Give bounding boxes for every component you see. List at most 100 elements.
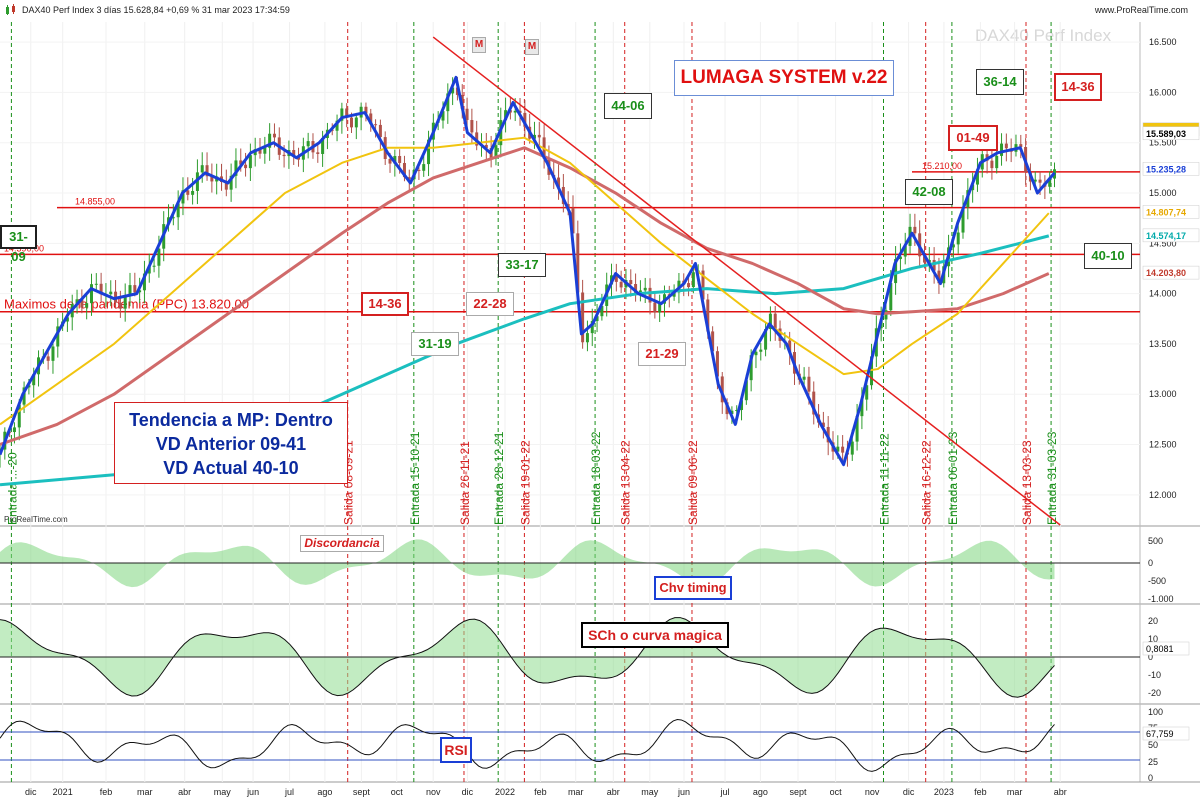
count-label: 44-06 [604, 93, 652, 119]
signal-label: Salida 13-04-22 [619, 440, 633, 525]
osc-tick-label: -10 [1148, 670, 1161, 680]
price-tag-label: 14.203,80 [1146, 268, 1186, 278]
site-url[interactable]: www.ProRealTime.com [1094, 5, 1188, 15]
candle-body [46, 356, 50, 361]
x-tick-label: dic [903, 787, 915, 797]
rsi-line [0, 719, 1055, 772]
m-marker[interactable]: M [525, 39, 539, 55]
candle-body [557, 177, 561, 187]
rsi-label: RSI [440, 737, 472, 763]
candle-body [956, 232, 960, 245]
candle-body [22, 387, 26, 405]
candle-body [513, 110, 517, 113]
signal-label: Entrada 11-11-22 [878, 433, 892, 525]
count-label: 33-17 [498, 253, 546, 277]
x-tick-label: ago [317, 787, 332, 797]
candle-body [157, 248, 161, 266]
trend-line [432, 36, 1061, 526]
candle-body [629, 280, 633, 285]
candle-body [85, 303, 89, 308]
candle-body [321, 138, 325, 154]
candle-body [345, 108, 349, 118]
candle-body [138, 290, 142, 293]
candle-body [316, 152, 320, 154]
signal-label: Salida 26-11-21 [458, 441, 472, 525]
ma100-line [0, 146, 1050, 446]
candle-body [147, 266, 151, 274]
signal-label: Salida 16-12-22 [920, 440, 934, 525]
candle-body [422, 164, 426, 171]
signal-label: Entrada ...-20 [5, 452, 19, 525]
candle-body [118, 302, 122, 309]
osc-tick-label: 50 [1148, 740, 1158, 750]
x-tick-label: 2023 [934, 787, 954, 797]
candle-body [142, 273, 146, 291]
candle-body [975, 169, 979, 185]
x-tick-label: may [214, 787, 232, 797]
candle-body [600, 305, 604, 317]
candle-body [1004, 143, 1008, 149]
y-tick-label: 12.000 [1149, 490, 1177, 500]
candle-body [711, 331, 715, 352]
candle-body [836, 446, 840, 452]
candle-body [571, 208, 575, 234]
candle-body [744, 380, 748, 401]
candle-body [754, 351, 758, 356]
signal-label: Entrada 28-12-21 [492, 431, 506, 525]
candle-body [407, 177, 411, 180]
osc-tick-label: 100 [1148, 707, 1163, 717]
m-marker[interactable]: M [472, 37, 486, 53]
candle-body [1048, 178, 1052, 187]
x-tick-label: feb [534, 787, 547, 797]
osc-value-tag [1142, 641, 1190, 656]
candle-body [470, 120, 474, 133]
candle-body [595, 316, 599, 322]
x-tick-label: sept [789, 787, 807, 797]
x-tick-label: abr [607, 787, 620, 797]
candle-body [94, 283, 98, 285]
candle-body [937, 270, 941, 284]
osc-tick-label: -1.000 [1148, 594, 1174, 604]
x-tick-label: nov [426, 787, 441, 797]
x-tick-label: nov [865, 787, 880, 797]
credit-text: ProRealTime.com [4, 515, 68, 524]
candle-body [961, 207, 965, 233]
candle-body [65, 317, 69, 322]
signal-label: Salida 13-03-23 [1020, 440, 1034, 525]
candle-body [922, 256, 926, 263]
osc-value-label: 0,8081 [1146, 644, 1174, 654]
candle-body [210, 176, 214, 182]
candle-body [89, 284, 93, 304]
x-tick-label: dic [462, 787, 474, 797]
candle-body [720, 376, 724, 403]
candle-body [152, 265, 156, 267]
candle-body [441, 111, 445, 121]
count-label: 01-49 [948, 125, 998, 151]
candle-body [788, 340, 792, 353]
candle-body [773, 313, 777, 329]
price-tag [1142, 126, 1200, 141]
candle-body [268, 133, 272, 148]
candle-body [417, 169, 421, 171]
price-tag-label: 15.235,28 [1146, 164, 1186, 174]
candle-body [398, 156, 402, 163]
y-tick-label: 13.500 [1149, 339, 1177, 349]
count-label: 22-28 [466, 292, 514, 316]
candle-body [855, 416, 859, 442]
signal-label: Entrada 06-01-23 [946, 431, 960, 525]
candle-body [672, 292, 676, 297]
sch-label: SCh o curva magica [581, 622, 729, 648]
count-label: 31-09 [0, 225, 37, 264]
signal-label: Salida 09-06-22 [686, 440, 700, 525]
candle-body [171, 217, 175, 219]
candle-body [884, 310, 888, 320]
level-label: 14.855,00 [75, 197, 115, 207]
candle-body [99, 283, 103, 295]
y-tick-label: 12.500 [1149, 440, 1177, 450]
candle-body [532, 134, 536, 139]
candle-body [176, 203, 180, 218]
candle-body [643, 287, 647, 291]
candle-body [239, 160, 243, 165]
candle-body [706, 299, 710, 332]
